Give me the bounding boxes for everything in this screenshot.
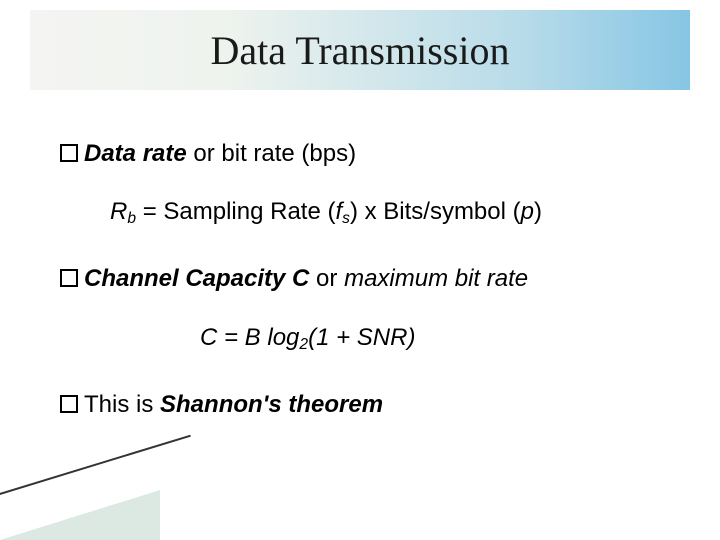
f1-fs-sub: s xyxy=(342,210,350,227)
f2-sub2: 2 xyxy=(299,336,308,353)
formula-1: Rb = Sampling Rate (fs) x Bits/symbol (p… xyxy=(110,196,680,229)
bullet-box-icon xyxy=(60,144,78,162)
bullet-2: Channel Capacity C or maximum bit rate xyxy=(60,263,680,295)
bullet-box-icon xyxy=(60,269,78,287)
f1-Rb-sub: b xyxy=(127,210,136,227)
bullet-3-this: This xyxy=(84,391,129,418)
bullet-2-emph: Channel Capacity C xyxy=(84,265,309,292)
f2-part1: C = B log xyxy=(200,324,299,351)
bullet-3: This is Shannon's theorem xyxy=(60,389,680,421)
f1-mid1: = Sampling Rate ( xyxy=(136,198,335,225)
slide-title: Data Transmission xyxy=(211,27,510,74)
bullet-2-tail: maximum bit rate xyxy=(344,265,528,292)
f1-mid3: ) xyxy=(534,198,542,225)
bullet-box-icon xyxy=(60,395,78,413)
corner-line xyxy=(0,435,191,498)
slide-body: Data rate or bit rate (bps) Rb = Samplin… xyxy=(60,120,680,421)
title-bar: Data Transmission xyxy=(30,10,690,90)
bullet-3-shannon: Shannon's theorem xyxy=(160,391,383,418)
f2-part2: (1 + SNR) xyxy=(308,324,415,351)
bullet-1: Data rate or bit rate (bps) xyxy=(60,138,680,170)
bullet-3-is: is xyxy=(129,391,160,418)
corner-accent xyxy=(0,490,160,540)
f1-R: R xyxy=(110,198,127,225)
bullet-1-rest: or bit rate (bps) xyxy=(187,140,356,167)
bullet-2-or: or xyxy=(309,265,344,292)
formula-2: C = B log2(1 + SNR) xyxy=(200,322,680,355)
bullet-1-emph: Data rate xyxy=(84,140,187,167)
f1-mid2: ) x Bits/symbol ( xyxy=(350,198,521,225)
f1-p: p xyxy=(521,198,534,225)
